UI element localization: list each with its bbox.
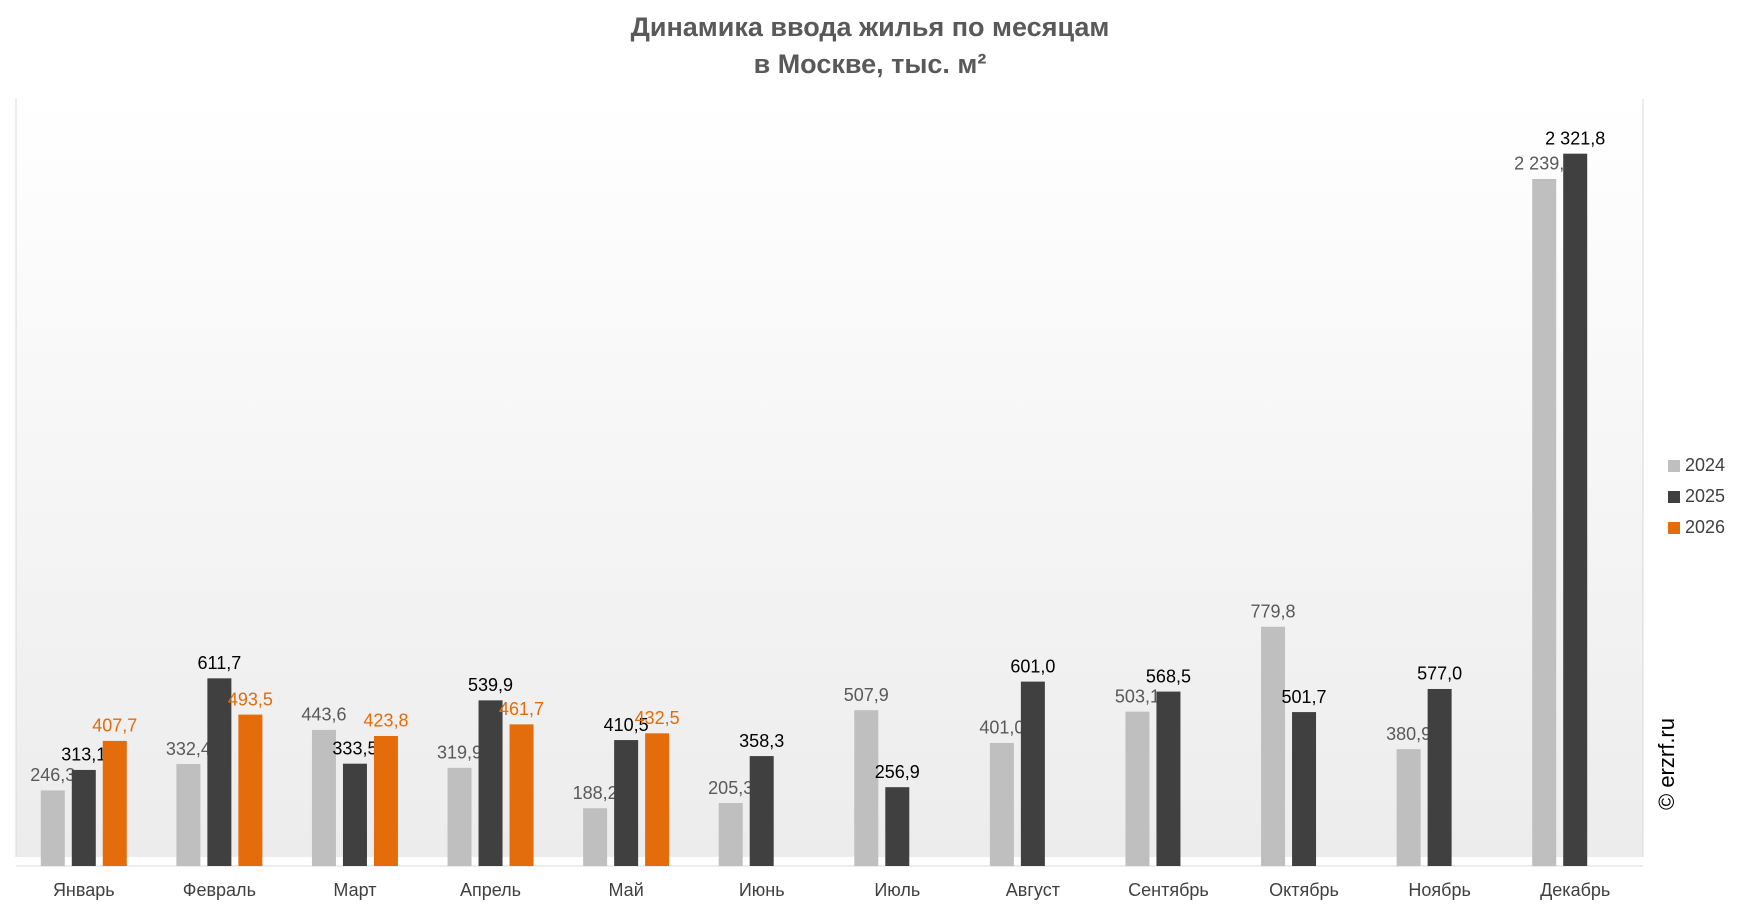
value-label: 443,6: [301, 705, 346, 725]
value-label: 407,7: [92, 716, 137, 736]
value-label: 493,5: [228, 689, 273, 709]
value-label: 503,1: [1115, 686, 1160, 706]
bar: [102, 740, 127, 866]
x-tick-label: Январь: [53, 880, 115, 900]
x-tick-label: Август: [1006, 880, 1060, 900]
x-tick-label: Июль: [874, 880, 920, 900]
bar: [989, 742, 1014, 866]
bar: [1261, 626, 1286, 866]
value-label: 577,0: [1417, 664, 1462, 684]
value-label: 205,3: [708, 778, 753, 798]
bar: [40, 790, 65, 866]
bar: [718, 803, 743, 866]
bar: [71, 769, 96, 866]
value-label: 611,7: [198, 653, 242, 673]
value-label: 779,8: [1251, 602, 1296, 622]
value-label: 507,9: [844, 685, 889, 705]
bar: [176, 764, 201, 866]
x-tick-label: Декабрь: [1540, 880, 1610, 900]
value-label: 601,0: [1010, 656, 1055, 676]
bar: [311, 729, 336, 866]
bar: [478, 700, 503, 866]
bar: [854, 710, 879, 866]
value-label: 313,1: [61, 745, 106, 765]
x-tick-label: Июнь: [739, 880, 785, 900]
x-tick-label: Ноябрь: [1408, 880, 1470, 900]
bar: [447, 767, 472, 866]
bar: [1532, 178, 1557, 866]
legend-label: 2024: [1685, 455, 1725, 475]
value-label: 461,7: [499, 699, 544, 719]
x-tick-label: Март: [333, 880, 376, 900]
value-label: 332,4: [166, 739, 211, 759]
bar: [1292, 712, 1317, 866]
bar: [342, 763, 367, 866]
legend-swatch: [1668, 460, 1680, 472]
value-label: 423,8: [363, 711, 408, 731]
x-tick-label: Февраль: [183, 880, 256, 900]
bar: [1396, 749, 1421, 866]
plot-area: [16, 99, 1643, 857]
bar: [1020, 681, 1045, 866]
value-label: 256,9: [875, 762, 920, 782]
bar: [1427, 688, 1452, 866]
value-label: 2 321,8: [1545, 128, 1605, 148]
bar: [1125, 711, 1150, 866]
bar: [373, 735, 398, 866]
bar: [509, 724, 534, 866]
x-tick-label: Май: [608, 880, 643, 900]
value-label: 246,3: [30, 765, 75, 785]
value-label: 2 239,3: [1514, 154, 1574, 174]
legend-label: 2026: [1685, 517, 1725, 537]
legend-swatch: [1668, 491, 1680, 503]
value-label: 188,2: [573, 783, 618, 803]
value-label: 380,9: [1386, 724, 1431, 744]
legend-label: 2025: [1685, 486, 1725, 506]
value-label: 539,9: [468, 675, 513, 695]
value-label: 333,5: [332, 738, 377, 758]
legend-swatch: [1668, 522, 1680, 534]
x-tick-label: Октябрь: [1269, 880, 1339, 900]
bar: [238, 714, 263, 866]
value-label: 501,7: [1282, 687, 1327, 707]
chart-title: в Москве, тыс. м²: [754, 49, 987, 79]
bar: [583, 808, 608, 866]
value-label: 358,3: [739, 731, 784, 751]
value-label: 432,5: [635, 708, 680, 728]
bar: [614, 740, 639, 866]
x-tick-label: Сентябрь: [1128, 880, 1209, 900]
chart-title: Динамика ввода жилья по месяцам: [631, 12, 1110, 42]
bar: [207, 678, 232, 866]
value-label: 568,5: [1146, 666, 1191, 686]
bar: [1563, 153, 1588, 866]
x-tick-label: Апрель: [460, 880, 521, 900]
value-label: 319,9: [437, 743, 482, 763]
bar: [645, 733, 670, 866]
value-label: 401,0: [979, 718, 1024, 738]
bar: [885, 787, 910, 866]
bar: [749, 756, 774, 866]
watermark: © erzrf.ru: [1654, 718, 1679, 810]
bar: [1156, 691, 1181, 866]
value-label: 410,5: [604, 715, 649, 735]
